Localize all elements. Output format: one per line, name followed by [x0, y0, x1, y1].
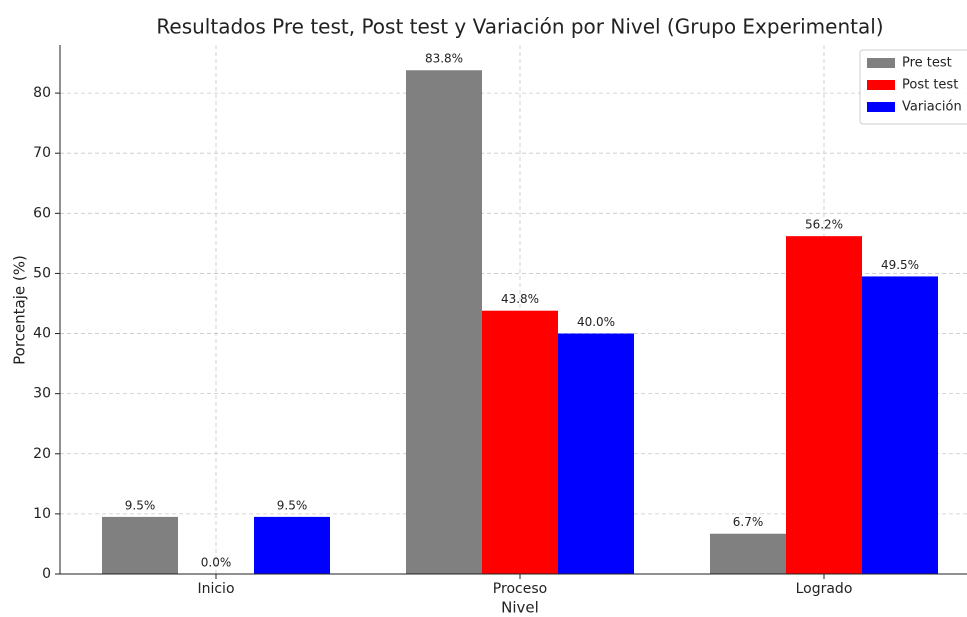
- legend-swatch: [867, 80, 895, 90]
- y-tick-label: 70: [33, 145, 51, 161]
- legend-label: Pre test: [902, 56, 952, 71]
- bar: [482, 310, 558, 574]
- y-tick-label: 0: [42, 566, 51, 582]
- value-label: 56.2%: [805, 218, 843, 232]
- y-axis-label: Porcentaje (%): [11, 255, 29, 365]
- y-tick-label: 80: [33, 85, 51, 101]
- value-label: 9.5%: [125, 498, 156, 512]
- value-label: 40.0%: [577, 315, 615, 329]
- bar: [102, 516, 178, 574]
- bar: [710, 533, 786, 574]
- value-label: 0.0%: [201, 556, 232, 570]
- value-label: 83.8%: [425, 52, 463, 66]
- legend-label: Variación: [902, 100, 962, 115]
- value-label: 6.7%: [733, 515, 764, 529]
- bar: [862, 276, 938, 574]
- y-tick-label: 20: [33, 446, 51, 462]
- x-axis-label: Nivel: [501, 599, 539, 617]
- x-tick-label: Inicio: [197, 581, 234, 597]
- bar: [254, 516, 330, 574]
- bar: [558, 333, 634, 574]
- y-tick-label: 10: [33, 506, 51, 522]
- legend-swatch: [867, 102, 895, 112]
- value-label: 43.8%: [501, 292, 539, 306]
- legend-swatch: [867, 58, 895, 68]
- legend-label: Post test: [902, 78, 958, 93]
- x-tick-label: Logrado: [796, 581, 853, 597]
- bar: [786, 236, 862, 574]
- bar: [406, 70, 482, 574]
- value-label: 9.5%: [277, 498, 308, 512]
- y-tick-label: 40: [33, 326, 51, 342]
- y-tick-label: 50: [33, 265, 51, 281]
- x-tick-label: Proceso: [493, 581, 547, 597]
- y-tick-label: 60: [33, 205, 51, 221]
- chart-title: Resultados Pre test, Post test y Variaci…: [156, 15, 883, 39]
- value-label: 49.5%: [881, 258, 919, 272]
- y-tick-label: 30: [33, 386, 51, 402]
